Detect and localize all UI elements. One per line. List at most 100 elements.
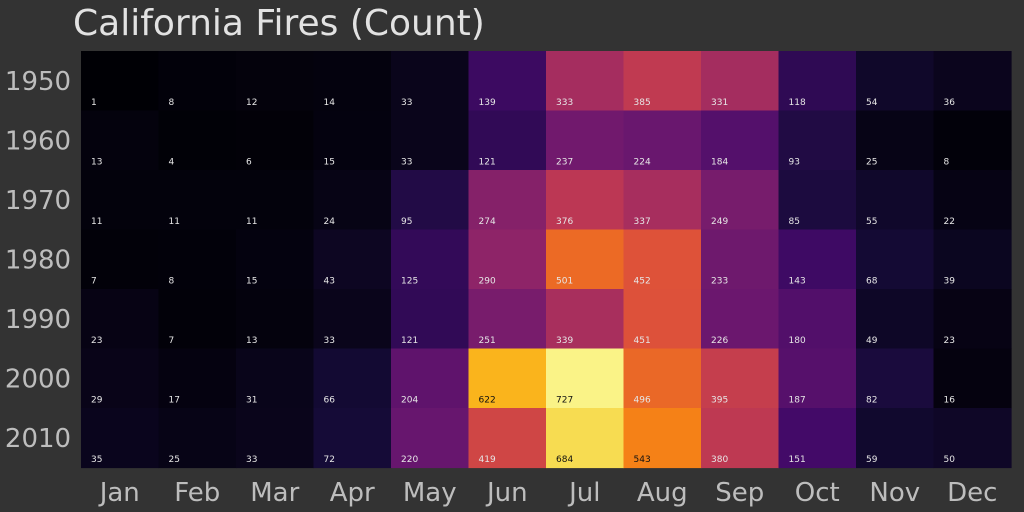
heatmap-cell-1950-Jan xyxy=(81,51,160,112)
x-tick-label: Mar xyxy=(250,478,299,508)
cell-value-label: 204 xyxy=(401,396,418,406)
cell-value-label: 337 xyxy=(634,217,651,227)
heatmap-cell-1980-Sep xyxy=(701,229,780,290)
cell-value-label: 72 xyxy=(324,455,335,465)
heatmap-cell-1970-Jun xyxy=(468,170,547,231)
heatmap-cell-1990-Feb xyxy=(158,289,237,350)
cell-value-label: 220 xyxy=(401,455,418,465)
cell-value-label: 226 xyxy=(711,336,728,346)
heatmap-cell-1950-Apr xyxy=(313,51,392,112)
heatmap-cell-1990-Oct xyxy=(778,289,857,350)
cell-value-label: 727 xyxy=(556,396,573,406)
x-tick-label: Jun xyxy=(485,478,528,508)
heatmap-cell-1990-Apr xyxy=(313,289,392,350)
chart-title: California Fires (Count) xyxy=(73,3,485,44)
cell-value-label: 451 xyxy=(634,336,651,346)
heatmap-cell-1960-Oct xyxy=(778,110,857,171)
heatmap-cell-1960-Jan xyxy=(81,110,160,171)
heatmap-cell-1950-Dec xyxy=(933,51,1012,112)
heatmap-cell-1960-Nov xyxy=(856,110,935,171)
cell-value-label: 33 xyxy=(401,158,412,168)
cell-value-label: 59 xyxy=(866,455,878,465)
heatmap-cell-2000-Oct xyxy=(778,348,857,409)
heatmap-cell-2010-Oct xyxy=(778,408,857,469)
heatmap-cell-1990-Jun xyxy=(468,289,547,350)
heatmap-cell-1970-Aug xyxy=(623,170,702,231)
heatmap-cell-2010-Jan xyxy=(81,408,160,469)
heatmap-cell-1970-Jul xyxy=(546,170,625,231)
heatmap-cell-2010-Jul xyxy=(546,408,625,469)
x-tick-label: Jul xyxy=(567,478,600,508)
heatmap-cell-1980-Jun xyxy=(468,229,547,290)
heatmap-cell-2010-Dec xyxy=(933,408,1012,469)
cell-value-label: 54 xyxy=(866,98,878,108)
cell-value-label: 25 xyxy=(866,158,877,168)
y-tick-label: 1970 xyxy=(5,186,71,216)
heatmap-cell-1970-Feb xyxy=(158,170,237,231)
heatmap-cell-2010-Mar xyxy=(236,408,315,469)
heatmap-cell-1950-Feb xyxy=(158,51,237,112)
cell-value-label: 187 xyxy=(789,396,806,406)
cell-value-label: 22 xyxy=(944,217,955,227)
cell-value-label: 139 xyxy=(479,98,496,108)
cell-value-label: 17 xyxy=(169,396,180,406)
cell-value-label: 622 xyxy=(479,396,496,406)
x-tick-label: Feb xyxy=(174,478,220,508)
x-tick-label: Aug xyxy=(637,478,688,508)
cell-value-label: 290 xyxy=(479,277,496,287)
cell-value-label: 151 xyxy=(789,455,806,465)
cell-value-label: 125 xyxy=(401,277,418,287)
heatmap-cell-1980-Jul xyxy=(546,229,625,290)
heatmap-cell-1950-May xyxy=(391,51,470,112)
heatmap-cell-1980-Feb xyxy=(158,229,237,290)
cell-value-label: 15 xyxy=(324,158,335,168)
heatmap-cell-1980-Mar xyxy=(236,229,315,290)
cell-value-label: 501 xyxy=(556,277,573,287)
cell-value-label: 33 xyxy=(401,98,412,108)
cell-value-label: 7 xyxy=(169,336,175,346)
cell-value-label: 339 xyxy=(556,336,573,346)
heatmap-cell-1990-Aug xyxy=(623,289,702,350)
cell-value-label: 274 xyxy=(479,217,496,227)
x-tick-label: Oct xyxy=(795,478,840,508)
cell-value-label: 385 xyxy=(634,98,651,108)
cell-value-label: 12 xyxy=(246,98,257,108)
cell-value-label: 25 xyxy=(169,455,180,465)
cell-value-label: 23 xyxy=(944,336,955,346)
heatmap-cell-2000-Nov xyxy=(856,348,935,409)
x-axis-ticks: Jan Feb Mar Apr May Jun Jul Aug Sep Oct Nov Dec xyxy=(98,478,998,508)
heatmap-cell-1960-Mar xyxy=(236,110,315,171)
cell-value-label: 121 xyxy=(479,158,496,168)
heatmap-cell-2010-Jun xyxy=(468,408,547,469)
cell-value-label: 31 xyxy=(246,396,257,406)
heatmap-cell-1970-Jan xyxy=(81,170,160,231)
heatmap-cell-1970-Mar xyxy=(236,170,315,231)
heatmap-cell-1960-Dec xyxy=(933,110,1012,171)
heatmap-cell-1950-Sep xyxy=(701,51,780,112)
heatmap-cell-1980-Nov xyxy=(856,229,935,290)
cell-value-label: 82 xyxy=(866,396,877,406)
heatmap-cell-1980-Jan xyxy=(81,229,160,290)
cell-value-label: 331 xyxy=(711,98,728,108)
heatmap-cell-1970-Apr xyxy=(313,170,392,231)
cell-value-label: 11 xyxy=(169,217,180,227)
cell-value-label: 543 xyxy=(634,455,651,465)
x-tick-label: Jan xyxy=(98,478,140,508)
cell-value-label: 36 xyxy=(944,98,956,108)
heatmap-cell-1980-Aug xyxy=(623,229,702,290)
cell-value-label: 24 xyxy=(324,217,336,227)
cell-value-label: 180 xyxy=(789,336,806,346)
cell-value-label: 496 xyxy=(634,396,651,406)
cell-value-label: 11 xyxy=(91,217,102,227)
cell-value-label: 380 xyxy=(711,455,728,465)
cell-value-label: 14 xyxy=(324,98,336,108)
heatmap-cell-2000-Feb xyxy=(158,348,237,409)
heatmap-cell-2000-Mar xyxy=(236,348,315,409)
heatmap-cell-2000-Jul xyxy=(546,348,625,409)
heatmap-cell-2010-May xyxy=(391,408,470,469)
heatmap-cell-1950-Nov xyxy=(856,51,935,112)
heatmap-cell-1990-Nov xyxy=(856,289,935,350)
cell-value-label: 452 xyxy=(634,277,651,287)
